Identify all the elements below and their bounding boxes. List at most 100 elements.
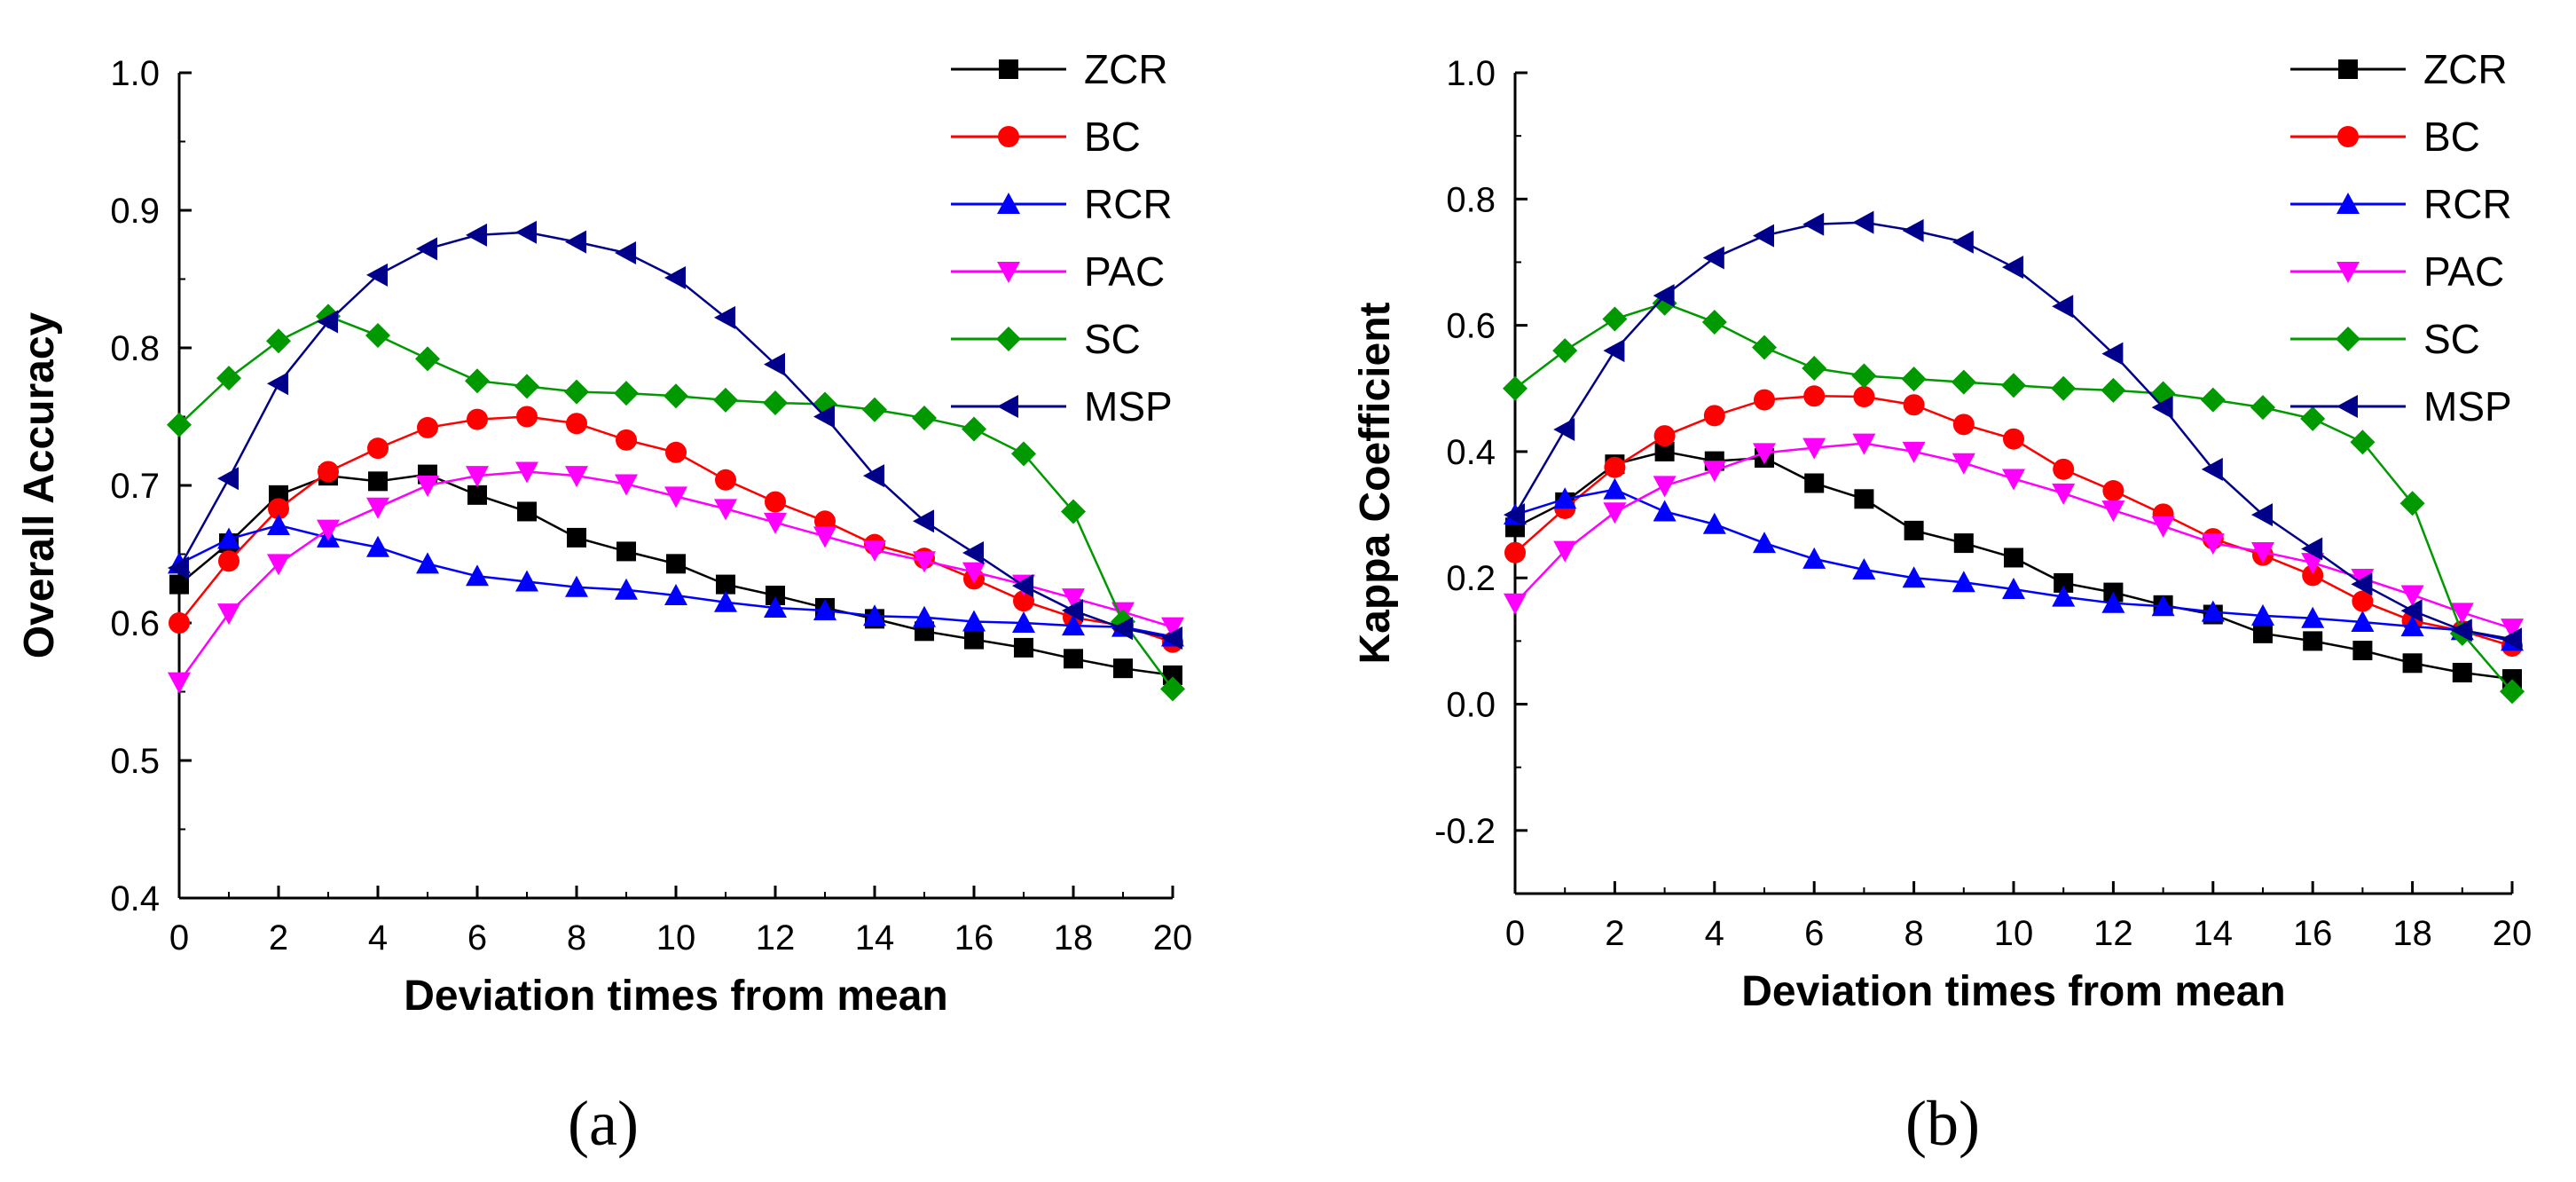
data-point-sc (1552, 338, 1578, 364)
chart-panel-b: (b) 0 2 4 6 8 10 12 14 16 18 20 -0.2 0.0 0.2 0.4 0.6 0.8… (1352, 46, 2532, 1159)
data-point-msp (2201, 457, 2223, 481)
legend: ZCR BC RCR PAC SC MSP (2290, 46, 2512, 429)
data-point-zcr (567, 527, 586, 548)
legend-marker (2336, 193, 2360, 214)
data-point-sc (2350, 429, 2376, 455)
data-point-zcr (766, 586, 785, 605)
data-point-msp (1012, 574, 1033, 598)
x-tick-label: 0 (169, 918, 189, 957)
series-bc (1504, 385, 2523, 658)
data-point-msp (515, 220, 537, 244)
data-point-zcr (666, 554, 686, 574)
data-point-sc (1602, 306, 1628, 332)
legend-label: RCR (1084, 181, 1173, 227)
data-point-bc (417, 416, 438, 438)
x-tick-label: 2 (269, 918, 288, 957)
data-point-msp (1852, 210, 1874, 234)
data-point-pac (1161, 617, 1184, 639)
y-tick-label: 1.0 (110, 54, 160, 93)
legend-label: MSP (1084, 383, 1173, 429)
data-point-sc (2200, 387, 2226, 413)
x-tick-label: 14 (2194, 914, 2234, 953)
data-point-rcr (2052, 585, 2076, 607)
data-point-pac (913, 551, 936, 573)
data-point-bc (218, 550, 240, 572)
data-point-msp (615, 241, 636, 265)
y-axis-title: Overall Accuracy (16, 311, 63, 658)
data-point-msp (2101, 342, 2124, 366)
data-point-zcr (2004, 548, 2023, 568)
data-point-pac (2201, 533, 2225, 556)
panel-label-a: (a) (568, 1088, 639, 1159)
y-tick-label: 0.0 (1446, 686, 1496, 725)
legend-marker (997, 262, 1020, 283)
data-point-rcr (1852, 557, 1876, 579)
data-point-msp (1802, 212, 1825, 236)
data-point-msp (2052, 295, 2074, 319)
data-point-zcr (2303, 631, 2323, 651)
data-point-rcr (764, 595, 787, 618)
data-point-msp (913, 509, 934, 533)
series-msp (168, 220, 1182, 650)
x-tick-label: 6 (467, 918, 487, 957)
y-tick-label: 0.5 (110, 742, 160, 781)
data-point-pac (466, 466, 489, 488)
data-point-zcr (1854, 489, 1874, 509)
x-tick-label: 16 (2293, 914, 2333, 953)
data-point-zcr (467, 485, 487, 505)
x-tick-label: 4 (1705, 914, 1724, 953)
data-point-pac (664, 486, 687, 508)
data-point-bc (1653, 425, 1676, 447)
data-point-rcr (2002, 578, 2025, 600)
data-point-bc (169, 612, 190, 634)
data-point-bc (1903, 394, 1925, 416)
legend: ZCR BC RCR PAC SC MSP (951, 46, 1173, 429)
data-point-pac (1553, 540, 1577, 563)
data-point-zcr (2502, 669, 2522, 690)
data-point-rcr (1012, 611, 1035, 633)
legend-marker (998, 126, 1019, 147)
data-point-msp (1753, 224, 1774, 248)
data-point-rcr (1603, 477, 1627, 500)
data-point-bc (1754, 389, 1775, 411)
legend-marker (2338, 59, 2358, 79)
data-point-bc (814, 510, 836, 532)
data-point-rcr (962, 610, 986, 632)
data-point-msp (1952, 230, 1974, 254)
series-msp (1504, 210, 2522, 651)
data-point-sc (266, 328, 291, 354)
data-point-sc (2500, 679, 2525, 705)
legend-marker (2337, 126, 2359, 147)
data-point-pac (416, 476, 439, 497)
y-tick-label: 0.8 (1446, 180, 1496, 219)
data-point-rcr (1653, 500, 1677, 522)
data-point-pac (2400, 585, 2424, 607)
data-point-rcr (217, 527, 240, 549)
data-point-bc (2302, 564, 2324, 587)
data-point-bc (2003, 428, 2024, 450)
data-point-msp (2301, 537, 2323, 561)
legend-label: SC (2423, 316, 2480, 362)
data-point-pac (366, 497, 389, 519)
data-point-zcr (517, 501, 537, 522)
data-point-bc (1703, 405, 1725, 427)
legend-label: MSP (2423, 383, 2512, 429)
data-point-msp (416, 237, 437, 261)
data-point-msp (1702, 246, 1724, 270)
data-point-rcr (1753, 532, 1776, 554)
chart-panel-a: (a) 0 2 4 6 8 10 12 14 16 18 20 0.4 0.5 0.6 0.7 0.8 0.9 1… (16, 46, 1192, 1159)
y-tick-label: 0.4 (110, 879, 160, 918)
data-point-sc (465, 368, 490, 394)
data-point-pac (813, 526, 836, 548)
data-point-bc (268, 498, 289, 520)
x-tick-label: 20 (1153, 918, 1193, 957)
data-point-msp (1553, 418, 1575, 442)
data-point-zcr (2352, 641, 2373, 661)
x-axis-title: Deviation times from mean (404, 973, 948, 1020)
data-point-zcr (1113, 658, 1133, 679)
data-point-bc (1803, 385, 1826, 407)
data-point-bc (467, 408, 488, 430)
data-point-rcr (1802, 547, 1826, 569)
data-point-msp (1603, 339, 1625, 363)
x-tick-label: 8 (567, 918, 586, 957)
